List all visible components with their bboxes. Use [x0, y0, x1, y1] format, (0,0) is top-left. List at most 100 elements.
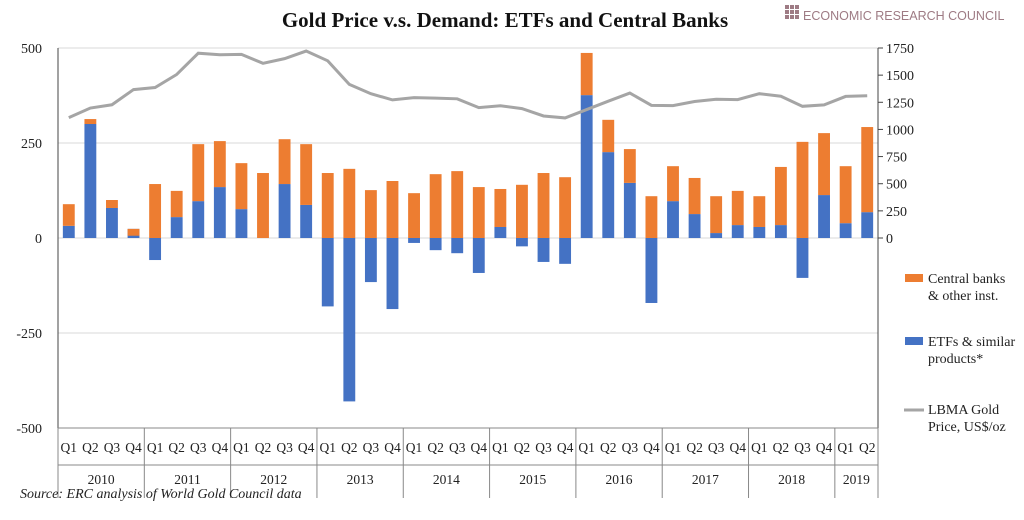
quarter-label: Q2	[686, 440, 703, 455]
central-bank-bar	[623, 149, 636, 183]
central-bank-bar	[278, 139, 291, 185]
etf-bar	[559, 238, 572, 264]
etf-bar	[408, 238, 420, 243]
logo-square	[790, 5, 794, 9]
etf-bar	[753, 226, 766, 238]
quarter-label: Q3	[363, 440, 380, 455]
central-bank-bar	[645, 196, 658, 238]
central-bank-bar	[731, 190, 744, 226]
etf-bar	[364, 238, 377, 283]
legend-label: Price, US$/oz	[928, 420, 1006, 435]
logo-square	[790, 15, 794, 19]
logo-square	[785, 10, 789, 14]
etf-bar	[84, 124, 97, 238]
quarter-label: Q2	[600, 440, 617, 455]
year-label: 2018	[778, 472, 805, 487]
central-bank-bar	[429, 174, 442, 238]
quarter-label: Q3	[794, 440, 811, 455]
right-tick-label: 500	[886, 178, 907, 193]
quarter-label: Q3	[449, 440, 466, 455]
central-bank-bar	[774, 166, 787, 226]
quarter-label: Q1	[492, 440, 509, 455]
right-tick-label: 1250	[886, 96, 914, 111]
logo-square	[785, 15, 789, 19]
quarter-label: Q2	[859, 440, 876, 455]
etf-bar	[278, 184, 291, 238]
central-bank-bar	[235, 163, 248, 210]
quarter-label: Q3	[622, 440, 639, 455]
quarter-label: Q3	[708, 440, 725, 455]
quarter-label: Q3	[535, 440, 552, 455]
quarter-label: Q1	[319, 440, 336, 455]
left-tick-label: -500	[16, 422, 42, 437]
etf-bar	[731, 225, 744, 238]
central-bank-bar	[753, 196, 766, 227]
right-tick-label: 750	[886, 151, 907, 166]
quarter-label: Q1	[751, 440, 768, 455]
etf-bar	[645, 238, 658, 303]
etf-bar	[386, 238, 399, 310]
legend-item: ETFs & similar products*	[905, 335, 1015, 367]
etf-bar	[300, 204, 313, 238]
quarter-label: Q4	[384, 440, 401, 455]
legend-item: LBMA Gold Price, US$/oz	[904, 403, 1006, 435]
etf-bar	[710, 233, 723, 238]
central-bank-bar	[300, 144, 313, 205]
etf-bar	[235, 209, 248, 238]
central-bank-bar	[688, 177, 701, 215]
legend-label: Central banks	[928, 272, 1005, 287]
etf-bar	[839, 223, 852, 238]
etf-bar	[62, 225, 75, 238]
logo-square	[795, 5, 799, 9]
quarter-label: Q4	[298, 440, 315, 455]
central-bank-bar	[364, 190, 377, 238]
quarter-label: Q1	[61, 440, 78, 455]
legend-item: Central banks & other inst.	[905, 272, 1005, 304]
etf-bar	[818, 195, 830, 238]
etf-bar	[170, 217, 183, 238]
legend-label: LBMA Gold	[928, 403, 999, 418]
gold-price-line	[68, 49, 868, 120]
central-bank-bar	[343, 168, 356, 238]
quarter-label: Q2	[427, 440, 444, 455]
quarter-label: Q1	[233, 440, 250, 455]
year-label: 2019	[843, 472, 870, 487]
etf-bar	[516, 238, 528, 247]
etf-bar	[494, 226, 507, 238]
etf-bar	[106, 207, 118, 238]
year-label: 2015	[519, 472, 546, 487]
year-label: 2017	[692, 472, 719, 487]
left-tick-label: -250	[16, 327, 42, 342]
central-bank-bar	[170, 190, 183, 218]
quarter-label: Q4	[729, 440, 746, 455]
quarter-label: Q4	[816, 440, 833, 455]
year-label: 2011	[174, 472, 201, 487]
central-bank-bar	[472, 187, 485, 238]
right-tick-label: 1000	[886, 123, 914, 138]
central-bank-bar	[451, 171, 464, 238]
central-bank-bar	[408, 193, 420, 238]
quarter-label: Q1	[406, 440, 423, 455]
central-bank-bar	[149, 184, 162, 238]
central-bank-bar	[257, 173, 269, 238]
etf-bar	[537, 238, 550, 262]
etf-bar	[861, 212, 874, 238]
logo-square	[790, 10, 794, 14]
central-bank-bar	[516, 184, 528, 238]
central-bank-bar	[386, 181, 399, 238]
central-bank-bar	[710, 196, 723, 234]
quarter-label: Q2	[341, 440, 358, 455]
central-bank-bar	[667, 166, 679, 202]
central-bank-bar	[796, 141, 809, 238]
etf-bar	[774, 225, 787, 238]
central-bank-bar	[537, 173, 550, 238]
quarter-label: Q4	[471, 440, 488, 455]
quarter-label: Q2	[773, 440, 790, 455]
quarter-label: Q4	[643, 440, 660, 455]
quarter-label: Q1	[837, 440, 854, 455]
etf-bar	[451, 238, 464, 254]
logo-square	[795, 10, 799, 14]
central-bank-bar	[580, 52, 593, 96]
quarter-label: Q2	[514, 440, 531, 455]
central-bank-bar	[818, 133, 830, 196]
